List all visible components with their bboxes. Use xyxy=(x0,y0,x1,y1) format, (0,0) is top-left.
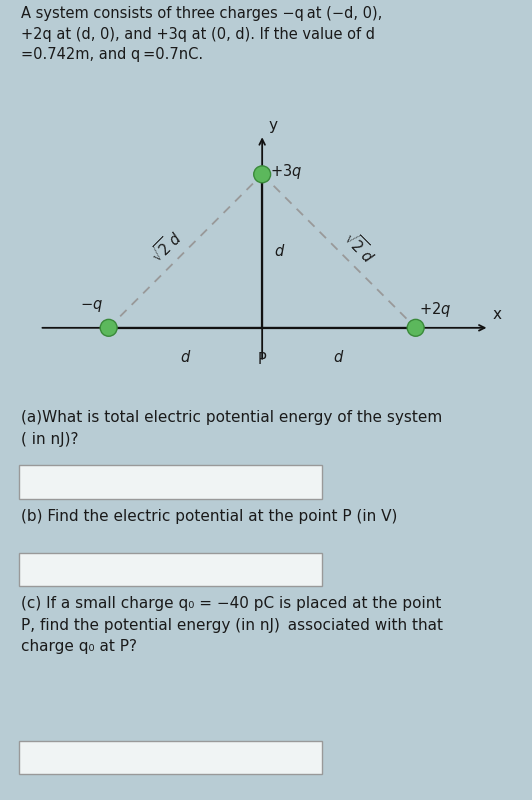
Circle shape xyxy=(254,166,271,182)
Text: +2q at (d, 0), and +3q at (0, d). If the value of d: +2q at (d, 0), and +3q at (0, d). If the… xyxy=(21,26,375,42)
Text: $+3q$: $+3q$ xyxy=(270,162,302,181)
Circle shape xyxy=(407,319,424,336)
Text: $+2q$: $+2q$ xyxy=(419,300,451,318)
Text: (a)What is total electric potential energy of the system
( in nJ)?: (a)What is total electric potential ener… xyxy=(21,410,443,446)
Text: A system consists of three charges −q at (−d, 0),: A system consists of three charges −q at… xyxy=(21,6,383,21)
Text: y: y xyxy=(268,118,277,133)
Text: P: P xyxy=(258,352,267,367)
Text: x: x xyxy=(493,307,501,322)
Circle shape xyxy=(100,319,117,336)
Text: $d$: $d$ xyxy=(333,350,345,366)
Text: $d$: $d$ xyxy=(180,350,191,366)
Text: (b) Find the electric potential at the point P (in V): (b) Find the electric potential at the p… xyxy=(21,509,397,524)
FancyBboxPatch shape xyxy=(19,466,322,499)
Text: $d$: $d$ xyxy=(275,243,286,259)
FancyBboxPatch shape xyxy=(19,553,322,586)
Text: =0.742m, and q =0.7nC.: =0.742m, and q =0.7nC. xyxy=(21,47,203,62)
Text: $-q$: $-q$ xyxy=(80,298,103,314)
Text: $\sqrt{2}\,d$: $\sqrt{2}\,d$ xyxy=(339,226,379,266)
Text: (c) If a small charge q₀ = −40 pC is placed at the point
P, find the potential e: (c) If a small charge q₀ = −40 pC is pla… xyxy=(21,596,443,654)
FancyBboxPatch shape xyxy=(19,741,322,774)
Text: $\sqrt{2}\,d$: $\sqrt{2}\,d$ xyxy=(145,226,186,266)
